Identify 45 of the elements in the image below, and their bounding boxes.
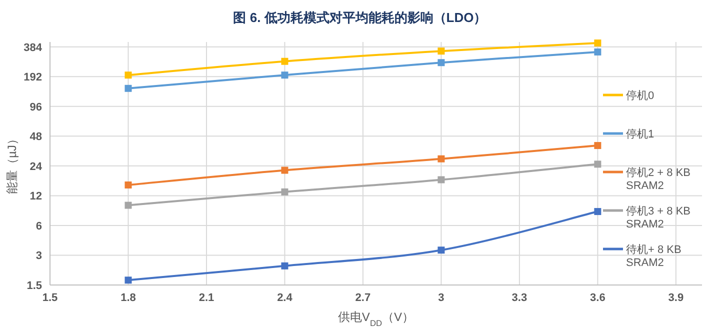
point	[594, 208, 602, 216]
y-tick-label: 12	[30, 190, 42, 203]
legend-label: 停机2 + 8 KB SRAM2	[626, 167, 691, 192]
point	[438, 59, 445, 66]
point	[281, 166, 288, 174]
x-tick-label: 2.4	[277, 292, 294, 304]
point	[594, 160, 602, 168]
x-tick-label: 3.9	[668, 292, 684, 304]
y-tick-label: 3	[36, 250, 42, 262]
y-tick-label: 1.5	[26, 280, 42, 292]
legend-label: 停机1	[626, 128, 654, 140]
x-tick-label: 3.3	[512, 292, 528, 304]
point	[124, 276, 132, 284]
point	[438, 48, 445, 55]
point	[124, 202, 132, 209]
y-tick-label: 96	[30, 101, 42, 114]
y-tick-label: 24	[30, 160, 43, 173]
point	[124, 181, 132, 188]
x-tick-label: 3	[438, 292, 444, 304]
point	[438, 176, 445, 184]
x-tick-label: 2.7	[355, 292, 371, 304]
y-axis-title: 能量（µJ）	[5, 133, 19, 194]
y-tick-label: 6	[36, 220, 42, 232]
x-tick-label: 3.6	[590, 292, 606, 304]
y-tick-label: 192	[24, 72, 42, 84]
legend-label: 待机+ 8 KB SRAM2	[626, 244, 682, 269]
legend-label: 停机0	[626, 90, 654, 102]
chart-title: 图 6. 低功耗模式对平均能耗的影响（LDO）	[233, 10, 487, 25]
legend-label: 停机3 + 8 KB SRAM2	[626, 206, 691, 230]
x-tick-label: 1.8	[120, 292, 136, 304]
point	[281, 72, 288, 79]
point	[594, 40, 602, 47]
y-tick-label: 48	[30, 131, 42, 144]
y-tick-label: 384	[24, 42, 43, 54]
x-tick-label: 2.1	[198, 292, 214, 304]
point	[594, 48, 602, 56]
point	[281, 188, 288, 196]
point	[438, 155, 445, 162]
x-axis-title: 供电V$_{DD}$（V）	[338, 310, 414, 328]
point	[594, 142, 602, 150]
point	[438, 246, 445, 254]
point	[124, 72, 132, 79]
point	[281, 58, 288, 65]
point	[281, 262, 288, 270]
point	[124, 84, 132, 92]
